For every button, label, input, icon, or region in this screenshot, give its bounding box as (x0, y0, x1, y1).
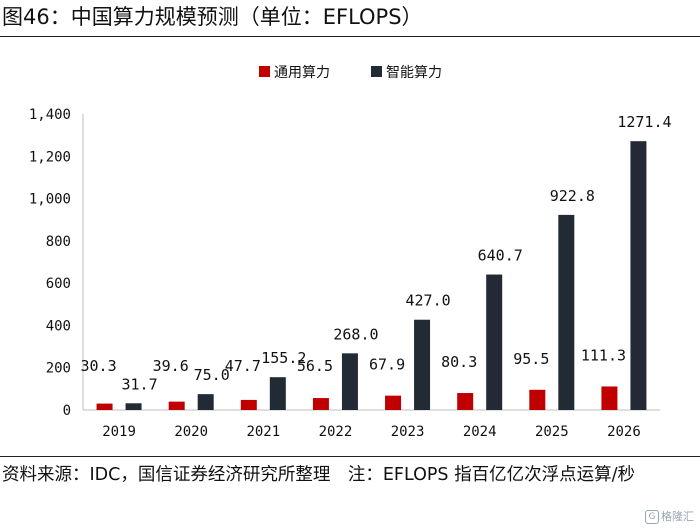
x-tick-label: 2022 (319, 424, 353, 440)
x-tick-label: 2023 (391, 424, 425, 440)
legend-label-1: 智能算力 (386, 65, 442, 81)
source-note: 资料来源：IDC，国信证券经济研究所整理 注：EFLOPS 指百亿亿次浮点运算/… (2, 465, 635, 485)
y-tick-label: 1,200 (29, 149, 71, 165)
data-label-intelligent-2024: 640.7 (478, 247, 523, 265)
bar-general-2026 (601, 386, 618, 410)
data-label-intelligent-2023: 427.0 (405, 292, 450, 310)
data-label-general-2023: 67.9 (369, 356, 405, 374)
bar-intelligent-2022 (341, 353, 358, 410)
x-tick-label: 2025 (535, 424, 569, 440)
bar-intelligent-2020 (197, 394, 214, 410)
data-label-general-2024: 80.3 (441, 353, 477, 371)
bar-general-2019 (96, 403, 113, 410)
bar-intelligent-2019 (125, 403, 142, 410)
x-tick-label: 2024 (463, 424, 497, 440)
bar-general-2020 (168, 401, 185, 410)
data-label-general-2022: 56.5 (297, 357, 333, 375)
x-tick-label: 2026 (607, 424, 641, 440)
y-tick-label: 0 (63, 403, 71, 419)
data-label-intelligent-2022: 268.0 (333, 325, 378, 343)
bar-general-2022 (312, 398, 329, 410)
bar-intelligent-2021 (269, 377, 286, 410)
legend-swatch-1 (371, 66, 382, 77)
data-label-general-2019: 30.3 (81, 357, 117, 375)
bar-intelligent-2024 (486, 274, 503, 410)
bar-intelligent-2026 (630, 141, 647, 411)
watermark: G 格隆汇 (645, 508, 694, 524)
y-tick-label: 800 (46, 234, 71, 250)
watermark-logo-icon: G (645, 510, 659, 524)
x-tick-label: 2019 (102, 424, 136, 440)
bar-general-2024 (457, 393, 474, 410)
data-label-general-2020: 39.6 (153, 357, 189, 375)
watermark-text: 格隆汇 (661, 510, 694, 523)
legend-swatch-0 (259, 66, 270, 77)
data-label-intelligent-2026: 1271.4 (617, 113, 671, 131)
y-tick-label: 400 (46, 318, 71, 334)
legend-label-0: 通用算力 (274, 65, 330, 81)
data-label-general-2021: 47.7 (225, 357, 261, 375)
data-label-general-2026: 111.3 (581, 346, 626, 364)
y-tick-label: 1,400 (29, 107, 71, 123)
x-tick-label: 2021 (246, 424, 280, 440)
y-tick-label: 1,000 (29, 192, 71, 208)
data-label-intelligent-2019: 31.7 (122, 375, 158, 393)
bar-general-2021 (240, 399, 257, 410)
data-label-intelligent-2020: 75.0 (194, 366, 230, 384)
bar-general-2025 (529, 389, 546, 410)
data-label-general-2025: 95.5 (513, 350, 549, 368)
bar-chart: 通用算力 智能算力 0 200 400 600 800 1,000 1,200 1,400 2019… (29, 65, 672, 440)
bar-intelligent-2023 (414, 319, 431, 410)
y-tick-label: 200 (46, 361, 71, 377)
figure-title: 图46：中国算力规模预测（单位：EFLOPS） (2, 5, 423, 29)
title-divider (0, 36, 700, 37)
y-tick-label: 600 (46, 276, 71, 292)
data-label-intelligent-2021: 155.2 (261, 349, 306, 367)
data-label-intelligent-2025: 922.8 (550, 187, 595, 205)
bar-intelligent-2025 (558, 214, 575, 410)
footer-divider (0, 456, 700, 457)
x-tick-label: 2020 (174, 424, 208, 440)
bar-general-2023 (385, 395, 402, 410)
